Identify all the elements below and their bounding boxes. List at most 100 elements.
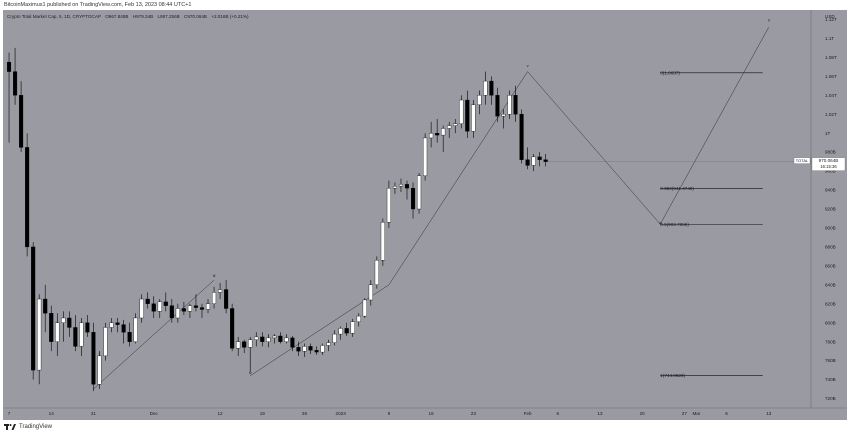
candle-body (181, 308, 186, 312)
candle-body (25, 147, 30, 248)
y-tick-label: 860B (825, 263, 836, 268)
candle-body (230, 308, 235, 349)
candle-body (193, 305, 198, 308)
fib-label: 0.5(903.7858) (660, 222, 689, 227)
legend-change: +2.016B (+0.21%) (211, 14, 249, 19)
y-tick-label: 980B (825, 150, 836, 155)
candle-body (133, 317, 138, 342)
candle-body (417, 175, 422, 210)
candle-body (338, 328, 343, 335)
candle-body (43, 298, 48, 314)
y-tick-label: 1.02T (825, 112, 837, 117)
candle-body (483, 80, 488, 96)
x-tick-label: 13 (766, 411, 772, 416)
footer-brand: TradingView (19, 424, 53, 430)
wave-label: v (527, 63, 529, 68)
candle-body (471, 104, 476, 132)
x-tick-label: 16 (429, 411, 435, 416)
x-tick-label: 19 (260, 411, 266, 416)
y-tick-label: 740B (825, 377, 836, 382)
candle-body (55, 322, 60, 342)
candle-body (465, 99, 470, 132)
candle-body (157, 301, 162, 312)
candle-body (205, 303, 211, 310)
y-tick-label: 720B (825, 396, 836, 401)
candle-body (362, 299, 367, 317)
candle-body (13, 71, 18, 96)
price-chart[interactable]: USD 720B 740B 760B 780B 800B 820B 840B 860B 880B 9… (3, 10, 847, 420)
candle-body (519, 114, 524, 160)
trend-line-wave-3 (388, 71, 528, 285)
candle-body (302, 346, 307, 352)
candle-body (278, 335, 283, 342)
candle-body (447, 125, 452, 129)
candle-body (380, 222, 385, 261)
wave-label: iii (213, 273, 216, 278)
x-tick-label: Dec (150, 411, 159, 416)
candle-body (79, 322, 84, 347)
candle-body (115, 322, 120, 325)
trend-line-wave-4 (527, 71, 661, 225)
candle-body (260, 336, 265, 342)
candle-body (531, 156, 536, 166)
price-timer: 16:15:36 (820, 164, 837, 169)
fib-label: 1(744.0828) (660, 373, 685, 378)
y-tick-label: 960B (825, 169, 836, 174)
candle-body (254, 336, 259, 340)
candle-body (495, 95, 500, 117)
wave-label: iv (249, 370, 252, 375)
candle-body (272, 335, 277, 339)
candle-body (537, 156, 542, 160)
candle-body (151, 303, 156, 312)
candle-body (410, 187, 416, 210)
x-tick-label: 23 (471, 411, 477, 416)
legend-close: C970.064B (184, 14, 207, 19)
candle-body (507, 95, 512, 115)
candle-body (477, 95, 482, 105)
y-tick-label: 900B (825, 226, 836, 231)
candle-body (453, 123, 458, 126)
candle-body (224, 289, 229, 309)
y-axis-panel (811, 10, 847, 420)
candle-body (218, 289, 223, 293)
candle-body (525, 159, 530, 166)
candle-body (398, 184, 404, 187)
candle-body (31, 246, 36, 371)
candle-body (326, 342, 331, 346)
y-tick-label: 760B (825, 358, 836, 363)
candle-body (429, 133, 434, 139)
candle-body (374, 259, 379, 285)
legend: Crypto Total Market Cap, 5, 1D, CRYPTOCA… (7, 14, 252, 19)
candle-body (344, 328, 349, 334)
candle-body (441, 128, 446, 136)
candle-body (543, 159, 548, 162)
candle-body (435, 133, 440, 136)
candle-body (236, 341, 241, 349)
projection-label: ii (768, 17, 770, 22)
candle-body (103, 327, 108, 357)
x-tick-label: 6 (556, 411, 559, 416)
candle-body (19, 95, 24, 148)
x-tick-label: 9 (388, 411, 391, 416)
y-tick-label: 920B (825, 207, 836, 212)
candle-body (459, 99, 464, 124)
chart-panel[interactable]: USD 720B 740B 760B 780B 800B 820B 840B 860B 880B 9… (3, 10, 847, 420)
y-tick-label: 1.1T (825, 36, 834, 41)
candle-body (368, 284, 373, 301)
candle-body (37, 298, 42, 371)
candle-body (97, 355, 102, 385)
publish-caption: BitcoinMaximus1 published on TradingView… (4, 2, 192, 8)
price-box (811, 157, 846, 171)
y-tick-label: 780B (825, 339, 836, 344)
candle-body (314, 350, 319, 353)
candle-body (501, 114, 506, 117)
candle-body (169, 305, 174, 319)
candle-body (121, 324, 126, 333)
y-tick-label: 820B (825, 301, 836, 306)
x-tick-label: Mar (692, 411, 700, 416)
candle-body (242, 341, 247, 348)
candle-body (290, 337, 295, 348)
candle-body (308, 346, 313, 351)
x-tick-label: 6 (725, 411, 728, 416)
currency-label: USD (825, 14, 835, 19)
